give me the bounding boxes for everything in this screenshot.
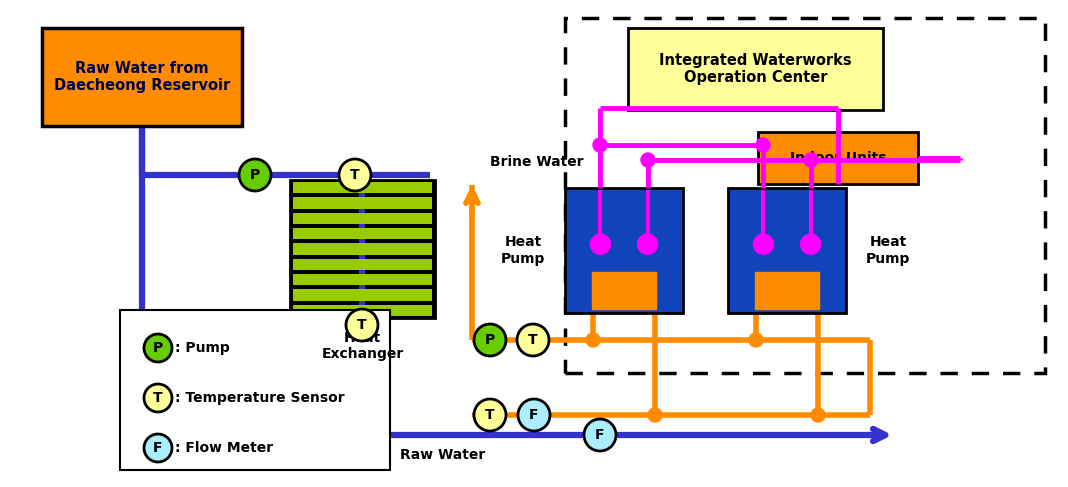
- Bar: [293, 305, 431, 316]
- Bar: [293, 274, 431, 285]
- Bar: [728, 188, 846, 313]
- Circle shape: [804, 153, 818, 167]
- Text: Heat
Pump: Heat Pump: [866, 235, 910, 265]
- Text: T: T: [529, 333, 538, 347]
- Text: F: F: [153, 441, 162, 455]
- Text: Brine Water: Brine Water: [490, 155, 583, 169]
- Circle shape: [648, 408, 662, 422]
- Circle shape: [144, 384, 172, 412]
- Bar: [565, 188, 684, 313]
- Circle shape: [517, 324, 549, 356]
- Circle shape: [756, 138, 770, 152]
- Circle shape: [638, 234, 658, 254]
- Bar: [755, 271, 819, 309]
- Text: F: F: [595, 428, 604, 442]
- Circle shape: [144, 334, 172, 362]
- Bar: [293, 182, 431, 193]
- Circle shape: [144, 434, 172, 462]
- Text: T: T: [357, 318, 366, 332]
- Text: T: T: [153, 391, 162, 405]
- Circle shape: [239, 159, 271, 191]
- Bar: [293, 289, 431, 300]
- Bar: [120, 310, 390, 470]
- Circle shape: [346, 309, 378, 341]
- Text: F: F: [530, 408, 538, 422]
- Text: P: P: [250, 168, 261, 182]
- Text: : Pump: : Pump: [175, 341, 230, 355]
- Circle shape: [586, 333, 600, 347]
- Bar: [293, 259, 431, 270]
- Bar: [565, 18, 1045, 373]
- Bar: [293, 244, 431, 255]
- Text: Heat
Exchanger: Heat Exchanger: [321, 331, 404, 361]
- Bar: [293, 197, 431, 208]
- Circle shape: [474, 399, 506, 431]
- Text: Integrated Waterworks
Operation Center: Integrated Waterworks Operation Center: [659, 53, 852, 85]
- Bar: [290, 180, 435, 318]
- Circle shape: [584, 419, 616, 451]
- Circle shape: [801, 234, 820, 254]
- Circle shape: [591, 234, 611, 254]
- Text: P: P: [153, 341, 163, 355]
- Circle shape: [749, 333, 763, 347]
- Bar: [293, 228, 431, 239]
- Circle shape: [474, 324, 506, 356]
- Bar: [42, 28, 242, 126]
- Circle shape: [753, 234, 773, 254]
- Text: : Temperature Sensor: : Temperature Sensor: [175, 391, 345, 405]
- Text: P: P: [485, 333, 496, 347]
- Text: T: T: [350, 168, 360, 182]
- Circle shape: [518, 399, 550, 431]
- Bar: [592, 271, 657, 309]
- Text: : Flow Meter: : Flow Meter: [175, 441, 273, 455]
- Bar: [293, 213, 431, 224]
- Bar: [628, 28, 883, 110]
- Circle shape: [339, 159, 371, 191]
- Text: T: T: [485, 408, 494, 422]
- Circle shape: [593, 138, 607, 152]
- Bar: [758, 132, 918, 184]
- Text: Raw Water from
Daecheong Reservoir: Raw Water from Daecheong Reservoir: [53, 61, 230, 93]
- Circle shape: [811, 408, 824, 422]
- Circle shape: [641, 153, 655, 167]
- Text: Indoor Units: Indoor Units: [789, 151, 886, 165]
- Text: Heat
Pump: Heat Pump: [501, 235, 545, 265]
- Text: Raw Water: Raw Water: [400, 448, 485, 462]
